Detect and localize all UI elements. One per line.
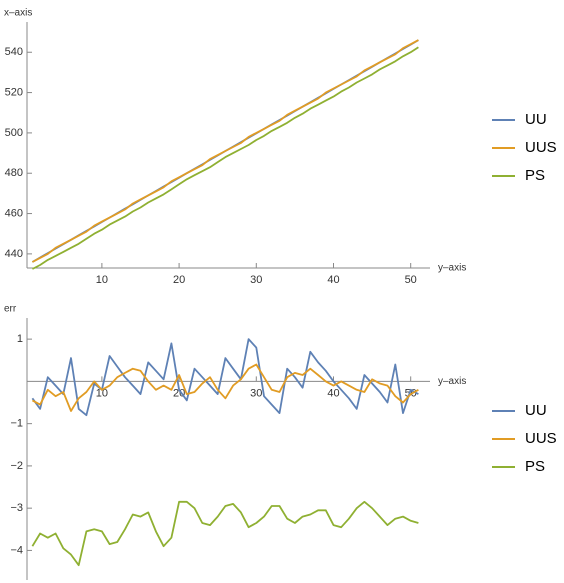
y-tick-label: −4: [10, 544, 23, 556]
x-tick-label: 40: [327, 274, 339, 286]
series-line: [31, 363, 419, 412]
y-tick-label: −1: [10, 418, 23, 430]
x-tick-label: 30: [250, 387, 262, 399]
y-tick-label: 460: [5, 207, 23, 219]
x-tick-label: 30: [250, 274, 262, 286]
series-line: [31, 338, 419, 417]
y-axis-label: err: [4, 304, 17, 315]
legend-label: UU: [525, 111, 547, 128]
x-tick-label: 20: [173, 387, 185, 399]
legend-label: UU: [525, 402, 547, 419]
y-tick-label: 500: [5, 127, 23, 139]
y-tick-label: 520: [5, 86, 23, 98]
y-axis-label: x–axis: [4, 8, 32, 19]
x-tick-label: 10: [96, 274, 108, 286]
x-tick-label: 50: [405, 274, 417, 286]
legend-label: PS: [525, 167, 545, 184]
y-tick-label: −3: [10, 502, 23, 514]
y-tick-label: 540: [5, 46, 23, 58]
y-tick-label: −2: [10, 460, 23, 472]
y-tick-label: 1: [17, 333, 23, 345]
legend-label: UUS: [525, 430, 557, 447]
series-line: [31, 46, 419, 270]
legend-label: PS: [525, 458, 545, 475]
x-axis-label: y–axis: [438, 376, 466, 387]
y-tick-label: 440: [5, 248, 23, 260]
legend-label: UUS: [525, 139, 557, 156]
x-tick-label: 20: [173, 274, 185, 286]
x-axis-label: y–axis: [438, 263, 466, 274]
y-tick-label: 480: [5, 167, 23, 179]
x-tick-label: 10: [96, 387, 108, 399]
x-tick-label: 40: [327, 387, 339, 399]
series-line: [31, 500, 419, 567]
series-line: [31, 39, 419, 263]
